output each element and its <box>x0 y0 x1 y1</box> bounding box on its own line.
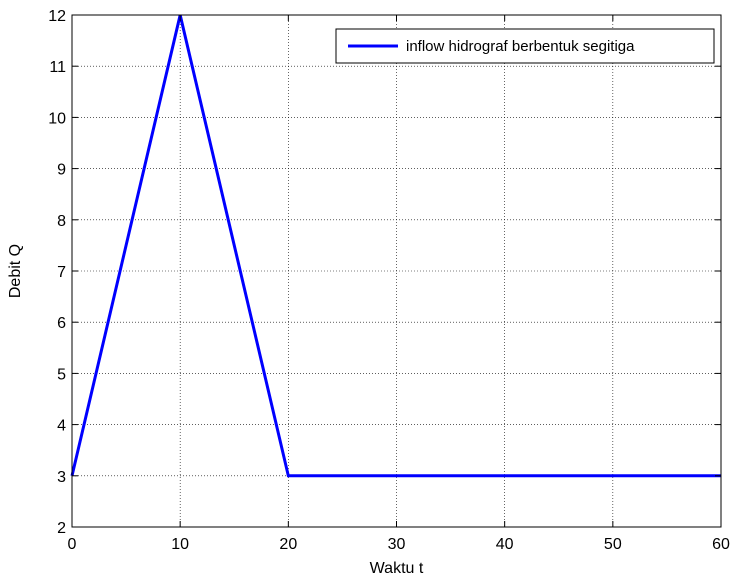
x-tick-label: 30 <box>388 536 406 553</box>
grid <box>71 14 722 528</box>
legend-label: inflow hidrograf berbentuk segitiga <box>406 38 635 55</box>
series-line <box>70 14 721 478</box>
y-tick-label: 12 <box>48 8 66 25</box>
ticks: 0 10 20 30 40 50 60 2 3 4 5 6 7 8 9 10 11 12 <box>48 8 730 553</box>
x-tick-label: 50 <box>604 536 622 553</box>
x-axis-label: Waktu t <box>370 560 424 577</box>
y-tick-label: 7 <box>57 264 66 281</box>
x-tick-label: 10 <box>171 536 189 553</box>
y-tick-label: 5 <box>57 366 66 383</box>
y-tick-label: 8 <box>57 213 66 230</box>
y-tick-label: 9 <box>57 162 66 179</box>
y-tick-label: 2 <box>57 520 66 537</box>
x-tick-label: 60 <box>712 536 730 553</box>
x-tick-label: 0 <box>68 536 77 553</box>
x-tick-label: 20 <box>279 536 297 553</box>
legend: inflow hidrograf berbentuk segitiga <box>335 28 715 64</box>
series-layer <box>70 14 721 478</box>
y-tick-label: 11 <box>49 59 66 76</box>
y-tick-label: 3 <box>57 469 66 486</box>
x-tick-label: 40 <box>496 536 514 553</box>
y-tick-label: 10 <box>48 110 66 127</box>
y-tick-label: 6 <box>57 315 66 332</box>
y-tick-label: 4 <box>57 418 66 435</box>
legend-box <box>335 28 715 64</box>
y-axis-label: Debit Q <box>7 244 24 298</box>
